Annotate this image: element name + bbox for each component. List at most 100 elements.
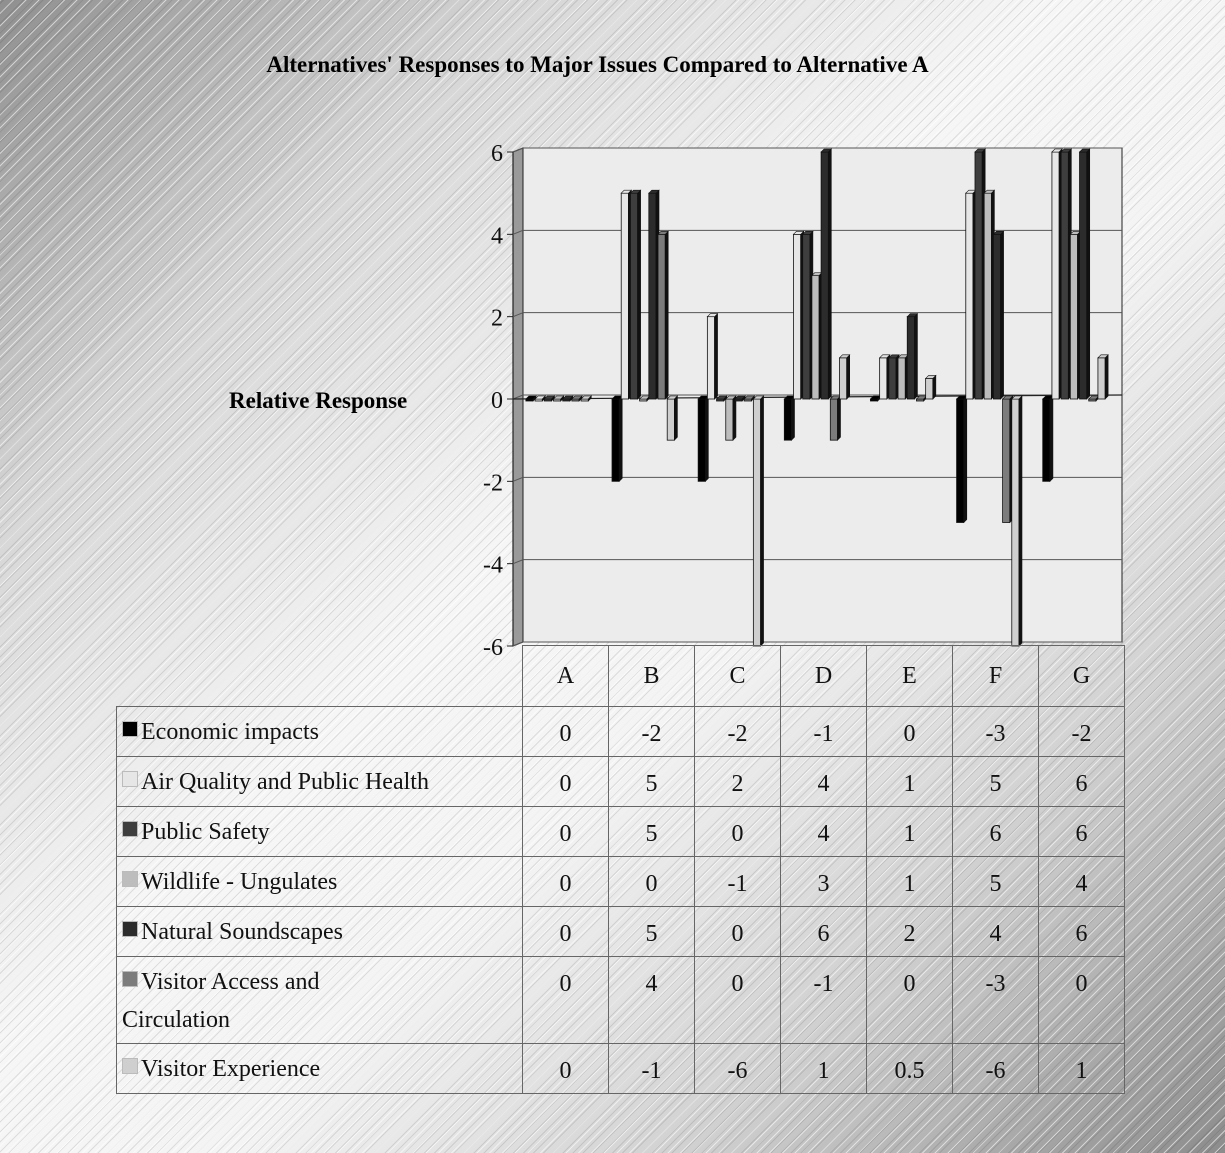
bar-side xyxy=(664,230,669,400)
bar-side xyxy=(705,395,709,483)
legend-entry: Wildlife - Ungulates xyxy=(116,856,523,907)
legend-swatch xyxy=(122,1058,138,1074)
bar-B-5 xyxy=(648,189,660,400)
bar-front xyxy=(879,357,888,400)
bar-G-1 xyxy=(1042,395,1054,483)
table-row: Wildlife - Ungulates 0 0 -1 3 1 5 4 xyxy=(116,856,1125,907)
data-label: 0 xyxy=(608,856,695,907)
data-label: 6 xyxy=(1038,806,1125,857)
bar-F-1 xyxy=(955,395,968,524)
bar-F-7 xyxy=(1011,395,1023,647)
bar-E-7 xyxy=(924,374,937,400)
data-label: -6 xyxy=(952,1043,1039,1094)
data-label: 5 xyxy=(952,756,1039,807)
bar-front xyxy=(725,398,734,441)
data-label: -1 xyxy=(780,706,867,757)
data-label: 6 xyxy=(1038,756,1125,807)
bar-C-7 xyxy=(752,395,765,647)
legend-entry: Air Quality and Public Health xyxy=(116,756,523,807)
bar-E-3 xyxy=(888,354,900,400)
data-label: 0 xyxy=(866,956,953,1044)
data-label: 5 xyxy=(608,756,695,807)
legend-swatch xyxy=(122,771,138,787)
bar-side xyxy=(932,374,937,400)
bar-top xyxy=(715,395,728,400)
bar-top xyxy=(878,354,891,359)
data-label: 4 xyxy=(608,956,695,1044)
data-label: -1 xyxy=(694,856,781,907)
bar-E-2 xyxy=(878,354,891,400)
data-label: -2 xyxy=(608,706,695,757)
data-label: 2 xyxy=(866,906,953,957)
bar-top xyxy=(734,395,746,400)
bar-front xyxy=(906,316,915,400)
data-label: -2 xyxy=(1038,706,1125,757)
bar-top xyxy=(1097,354,1109,359)
y-tick-label: -2 xyxy=(483,470,503,496)
gridline-side xyxy=(512,312,524,318)
bar-front xyxy=(697,398,706,482)
legend-entry: Visitor Access and Circulation xyxy=(116,956,523,1044)
bar-B-3 xyxy=(629,189,642,400)
data-label: 5 xyxy=(608,806,695,857)
x-tick-label: E xyxy=(866,645,953,707)
data-label: 5 xyxy=(608,906,695,957)
bar-D-6 xyxy=(829,395,842,441)
bar-front xyxy=(992,233,1001,400)
bar-top xyxy=(543,395,556,400)
table-row: Visitor Experience 0 -1 -6 1 0.5 -6 1 xyxy=(116,1043,1125,1094)
bar-top xyxy=(620,189,633,194)
data-label: 0 xyxy=(1038,956,1125,1044)
bar-side xyxy=(674,395,678,441)
bar-top xyxy=(1078,148,1091,153)
legend-label: Public Safety xyxy=(141,819,270,845)
bar-G-5 xyxy=(1078,148,1091,400)
bar-C-6 xyxy=(743,395,756,402)
data-label: 0 xyxy=(694,956,781,1044)
bar-top xyxy=(924,375,937,379)
bar-G-2 xyxy=(1051,148,1063,400)
bar-side xyxy=(714,312,718,400)
bar-front xyxy=(888,357,897,400)
bar-side xyxy=(1000,230,1004,400)
bar-F-2 xyxy=(965,189,977,400)
bar-side xyxy=(618,395,623,483)
gridline-side xyxy=(512,476,524,482)
bar-top xyxy=(983,189,996,194)
bar-A-2 xyxy=(534,395,546,402)
bar-C-3 xyxy=(715,395,728,402)
bar-A-7 xyxy=(580,395,592,402)
bar-top xyxy=(666,395,679,400)
bar-top xyxy=(648,189,660,194)
data-label: -3 xyxy=(952,956,1039,1044)
data-label: -3 xyxy=(952,706,1039,757)
data-table: A B C D E F G Economic impacts 0 -2 -2 -1 0 -3 -2 Air Q… xyxy=(116,645,1125,1094)
bar-front xyxy=(1002,398,1011,523)
data-label: 4 xyxy=(1038,856,1125,907)
y-tick-label: -4 xyxy=(483,553,503,579)
bar-front xyxy=(1079,151,1088,400)
x-tick-label: F xyxy=(952,645,1039,707)
x-tick-label: A xyxy=(522,645,609,707)
data-label: 4 xyxy=(780,806,867,857)
bar-front xyxy=(630,192,639,400)
data-label: 5 xyxy=(952,856,1039,907)
bar-front xyxy=(620,192,629,400)
table-corner xyxy=(117,646,523,707)
y-tick-label: 6 xyxy=(491,141,503,167)
bar-front xyxy=(839,357,848,400)
legend-label: Natural Soundscapes xyxy=(141,919,343,945)
bar-F-4 xyxy=(983,189,996,400)
bar-C-2 xyxy=(706,312,719,400)
legend-entry: Economic impacts xyxy=(116,706,523,757)
bar-B-2 xyxy=(620,189,633,400)
bar-side xyxy=(1086,148,1091,400)
data-label: 4 xyxy=(780,756,867,807)
bar-front xyxy=(648,192,657,400)
bar-front xyxy=(965,192,974,400)
bar-D-3 xyxy=(801,230,814,400)
data-label: 0 xyxy=(522,856,609,907)
bar-top xyxy=(820,148,833,153)
legend-label: Economic impacts xyxy=(141,719,319,745)
legend-swatch xyxy=(122,721,138,737)
